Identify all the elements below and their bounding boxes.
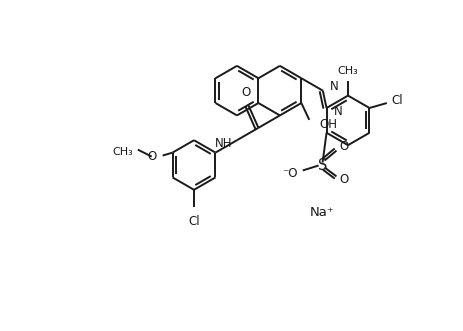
Text: Cl: Cl	[188, 214, 200, 228]
Text: OH: OH	[319, 118, 337, 131]
Text: CH₃: CH₃	[112, 147, 133, 157]
Text: N: N	[333, 106, 342, 118]
Text: NH: NH	[214, 137, 232, 150]
Text: O: O	[339, 173, 349, 186]
Text: Cl: Cl	[392, 94, 403, 107]
Text: O: O	[339, 140, 349, 153]
Text: ⁻O: ⁻O	[282, 167, 298, 180]
Text: S: S	[318, 158, 327, 173]
Text: N: N	[330, 80, 338, 93]
Text: O: O	[241, 86, 250, 99]
Text: O: O	[147, 150, 156, 163]
Text: Na⁺: Na⁺	[310, 206, 335, 218]
Text: CH₃: CH₃	[338, 66, 358, 76]
